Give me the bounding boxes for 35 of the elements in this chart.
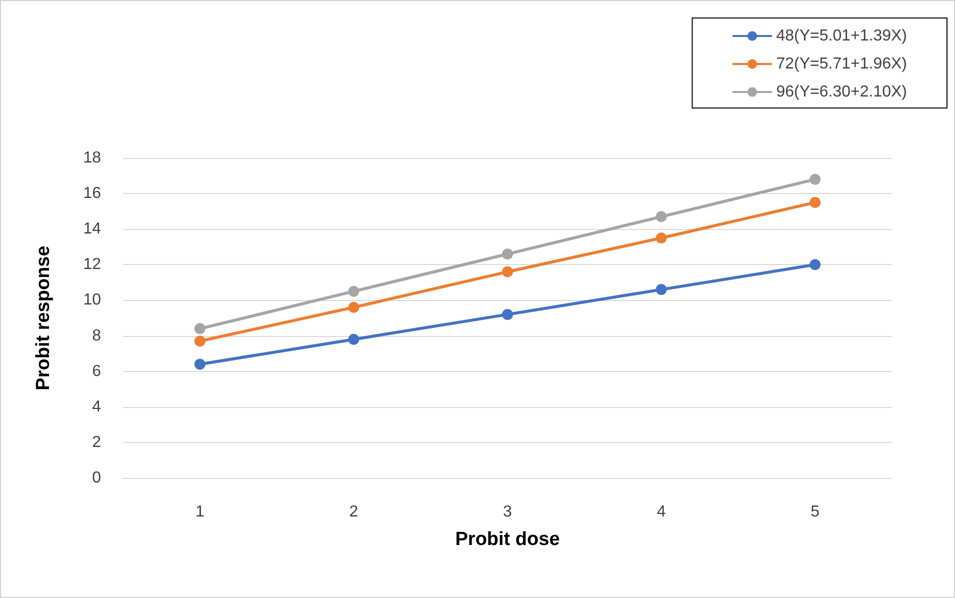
point [348, 302, 360, 313]
point [502, 308, 513, 320]
y-tick-label: 4 [92, 398, 102, 416]
x-tick-label: 1 [195, 504, 204, 520]
x-tick-label: 3 [503, 504, 512, 520]
legend-label: 48(Y=5.01+1.39X) [776, 28, 907, 44]
x-tick-label: 2 [349, 504, 358, 520]
y-axis-title: Probit response [33, 246, 54, 390]
point [656, 232, 667, 244]
point [502, 266, 513, 278]
y-tick-label: 2 [92, 434, 102, 451]
x-axis-title: Probit dose [455, 529, 560, 550]
y-tick-label: 12 [83, 256, 102, 274]
point [810, 259, 821, 270]
y-tick-label: 0 [92, 470, 102, 486]
point [348, 286, 360, 297]
x-tick-label: 5 [810, 504, 820, 520]
point [194, 323, 206, 334]
point [194, 358, 206, 370]
point [656, 284, 667, 296]
y-tick-label: 10 [83, 292, 102, 309]
y-tick-label: 14 [83, 220, 102, 238]
legend-label: 72(Y=5.71+1.96X) [776, 56, 907, 72]
point [194, 336, 206, 347]
y-tick-label: 8 [92, 327, 102, 344]
y-tick-label: 16 [83, 185, 102, 202]
x-tick-label: 4 [656, 504, 666, 520]
point [656, 211, 667, 222]
point [502, 248, 513, 260]
point [810, 196, 821, 208]
legend-label: 96(Y=6.30+2.10X) [776, 84, 907, 100]
point [810, 174, 821, 185]
point [348, 334, 360, 345]
y-tick-label: 6 [92, 362, 102, 380]
y-tick-label: 18 [83, 150, 102, 166]
